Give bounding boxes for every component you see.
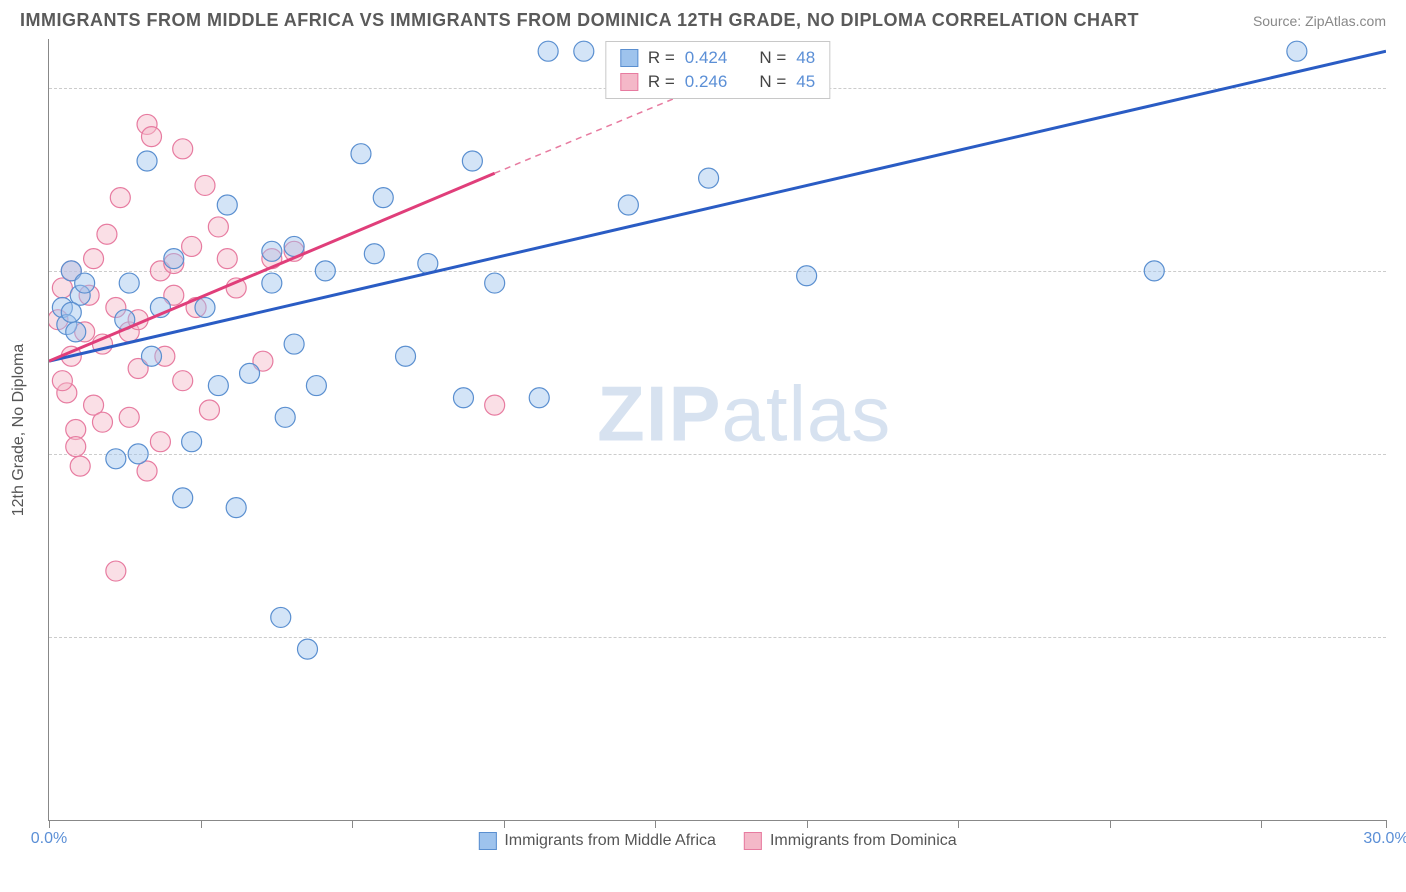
y-axis-label: 12th Grade, No Diploma [10, 343, 28, 516]
data-point [262, 273, 282, 293]
data-point [1144, 261, 1164, 281]
data-point [217, 249, 237, 269]
data-point [315, 261, 335, 281]
x-tick [655, 820, 656, 828]
data-point [182, 236, 202, 256]
data-point [66, 437, 86, 457]
x-tick-min: 0.0% [31, 830, 67, 848]
x-tick-max: 30.0% [1363, 830, 1406, 848]
data-point [485, 273, 505, 293]
data-point [462, 151, 482, 171]
x-tick [201, 820, 202, 828]
x-tick [958, 820, 959, 828]
data-point [574, 41, 594, 61]
chart-plot-area: 12th Grade, No Diploma ZIPatlas R = 0.42… [48, 39, 1386, 821]
x-tick [807, 820, 808, 828]
data-point [364, 244, 384, 264]
data-point [52, 371, 72, 391]
data-point [142, 346, 162, 366]
data-point [208, 376, 228, 396]
data-point [306, 376, 326, 396]
data-point [66, 322, 86, 342]
data-point [128, 444, 148, 464]
stat-swatch-2 [620, 73, 638, 91]
data-point [195, 297, 215, 317]
x-tick [1110, 820, 1111, 828]
data-point [150, 432, 170, 452]
data-point [173, 488, 193, 508]
data-point [699, 168, 719, 188]
data-point [173, 371, 193, 391]
data-point [110, 188, 130, 208]
correlation-stats-box: R = 0.424 N = 48 R = 0.246 N = 45 [605, 41, 830, 99]
data-point [208, 217, 228, 237]
data-point [173, 139, 193, 159]
data-point [164, 249, 184, 269]
data-point [618, 195, 638, 215]
data-point [262, 241, 282, 261]
data-point [84, 249, 104, 269]
data-point [195, 175, 215, 195]
chart-title: IMMIGRANTS FROM MIDDLE AFRICA VS IMMIGRA… [20, 10, 1139, 31]
x-tick [49, 820, 50, 828]
stat-row-series-2: R = 0.246 N = 45 [620, 70, 815, 94]
data-point [106, 449, 126, 469]
data-point [485, 395, 505, 415]
data-point [226, 498, 246, 518]
data-point [240, 363, 260, 383]
data-point [373, 188, 393, 208]
data-point [453, 388, 473, 408]
data-point [275, 407, 295, 427]
data-point [137, 151, 157, 171]
data-point [119, 273, 139, 293]
bottom-legend: Immigrants from Middle Africa Immigrants… [478, 832, 956, 850]
x-tick [1261, 820, 1262, 828]
x-tick [504, 820, 505, 828]
legend-swatch-1 [478, 832, 496, 850]
data-point [182, 432, 202, 452]
x-tick [352, 820, 353, 828]
source-attribution: Source: ZipAtlas.com [1253, 13, 1386, 29]
data-point [119, 407, 139, 427]
data-point [106, 561, 126, 581]
legend-swatch-2 [744, 832, 762, 850]
data-point [284, 334, 304, 354]
scatter-svg [49, 39, 1386, 820]
stat-row-series-1: R = 0.424 N = 48 [620, 46, 815, 70]
x-tick [1386, 820, 1387, 828]
data-point [75, 273, 95, 293]
data-point [271, 607, 291, 627]
data-point [70, 456, 90, 476]
legend-item-2: Immigrants from Dominica [744, 832, 957, 850]
chart-header: IMMIGRANTS FROM MIDDLE AFRICA VS IMMIGRA… [0, 0, 1406, 39]
data-point [538, 41, 558, 61]
data-point [92, 412, 112, 432]
data-point [297, 639, 317, 659]
data-point [529, 388, 549, 408]
stat-swatch-1 [620, 49, 638, 67]
data-point [1287, 41, 1307, 61]
data-point [217, 195, 237, 215]
data-point [199, 400, 219, 420]
data-point [97, 224, 117, 244]
data-point [142, 127, 162, 147]
data-point [61, 302, 81, 322]
data-point [351, 144, 371, 164]
data-point [396, 346, 416, 366]
data-point [797, 266, 817, 286]
legend-item-1: Immigrants from Middle Africa [478, 832, 716, 850]
